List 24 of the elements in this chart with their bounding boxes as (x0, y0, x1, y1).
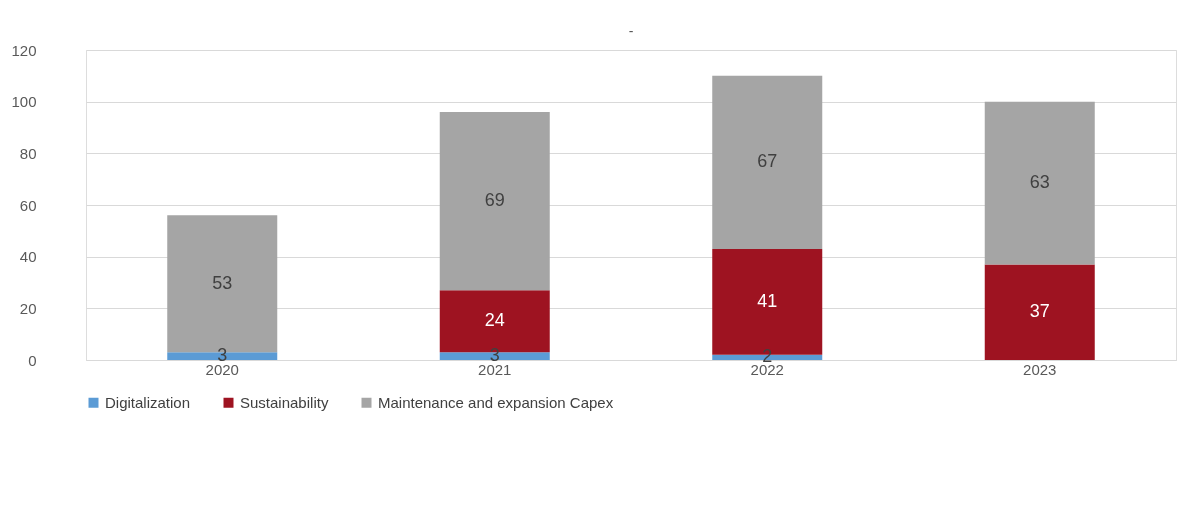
y-tick-label: 100 (11, 93, 37, 111)
data-label: 63 (1029, 172, 1050, 193)
y-tick-label: 40 (19, 248, 37, 266)
y-tick-label: 20 (19, 299, 37, 317)
chart-title: - (628, 23, 634, 39)
y-tick-label: 60 (19, 196, 37, 214)
legend-label: Sustainability (240, 393, 329, 411)
data-label: 37 (1029, 301, 1050, 322)
x-tick-label: 2021 (478, 360, 512, 378)
bar (712, 75, 823, 249)
legend-label: Maintenance and expansion Capex (378, 393, 614, 411)
bar (984, 264, 1095, 360)
data-label: 69 (484, 190, 505, 211)
legend-label: Digitalization (105, 393, 191, 411)
bar (984, 101, 1095, 265)
data-label: 41 (757, 290, 778, 311)
y-tick-label: 0 (28, 351, 37, 369)
bar (439, 112, 550, 291)
data-label: 53 (212, 272, 233, 293)
y-tick-label: 80 (19, 144, 37, 162)
data-label: 24 (484, 310, 505, 331)
x-tick-label: 2023 (1023, 360, 1057, 378)
data-label: 67 (757, 151, 778, 172)
y-tick-label: 120 (11, 41, 37, 59)
